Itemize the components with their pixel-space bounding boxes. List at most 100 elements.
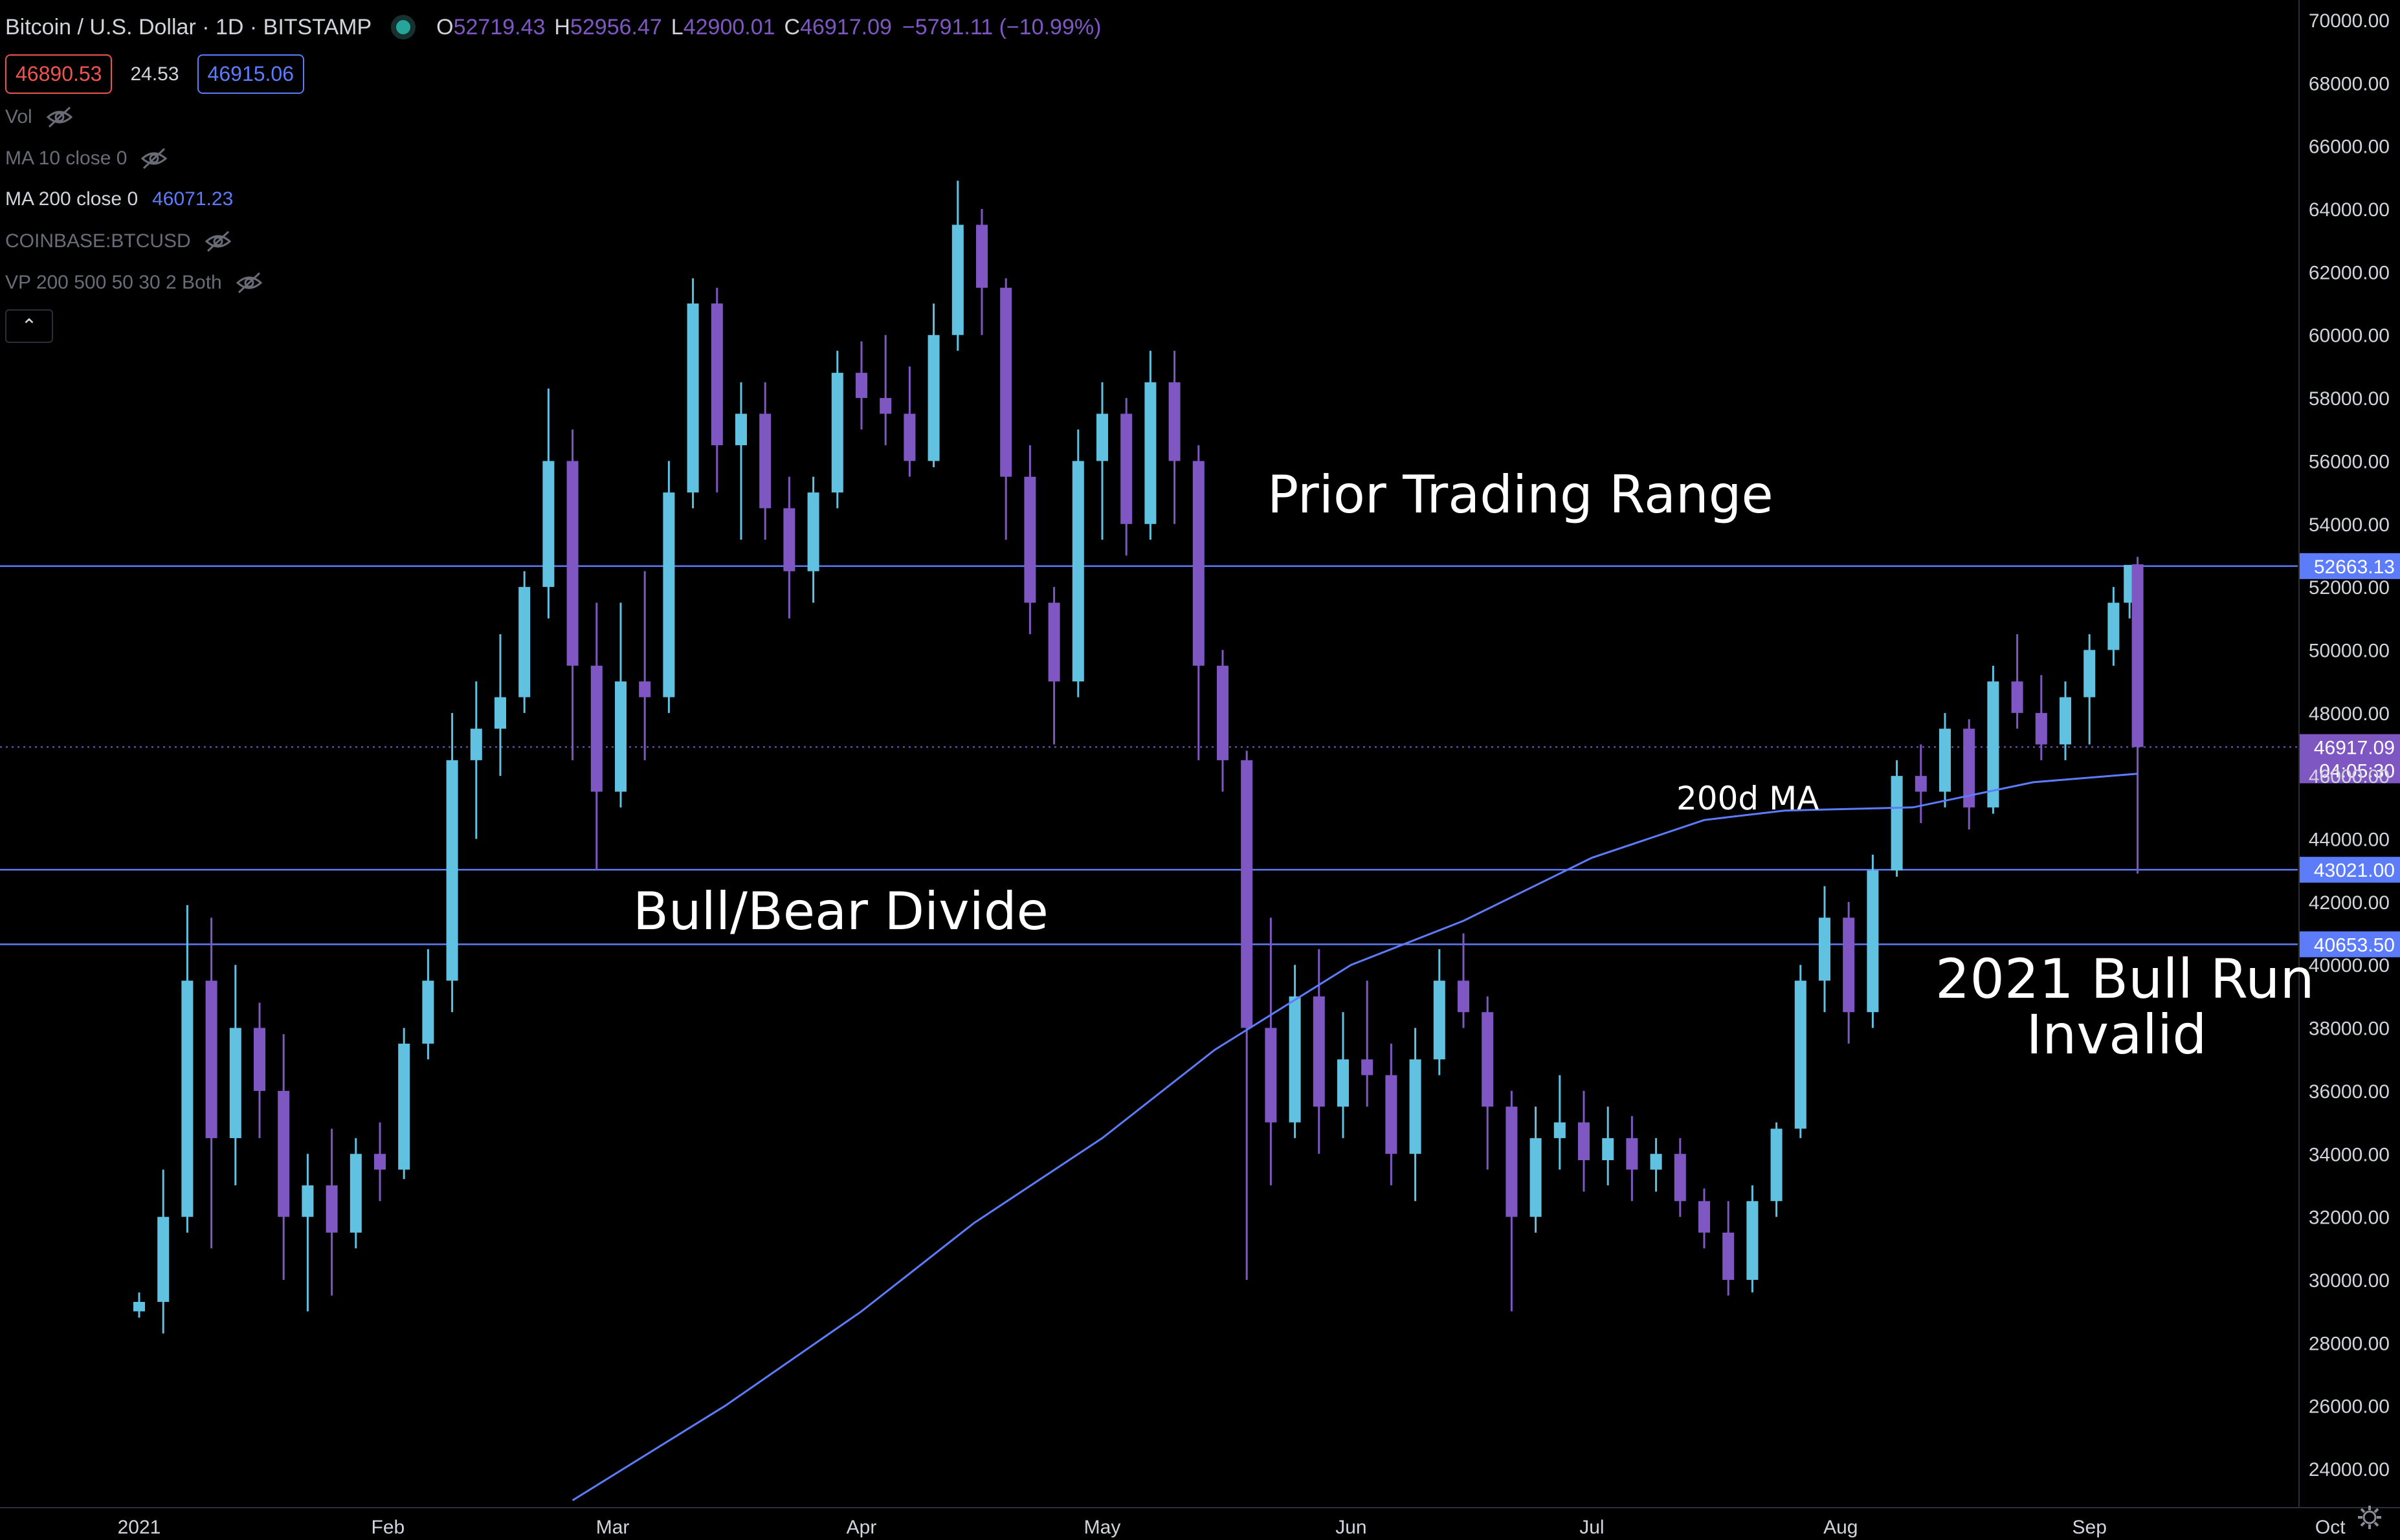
- candle-body: [278, 1090, 290, 1217]
- candle-body: [422, 980, 434, 1044]
- candle-body: [1987, 681, 1999, 808]
- y-tick-label: 28000.00: [2309, 1333, 2390, 1354]
- candle-body: [326, 1185, 338, 1233]
- candle-body: [254, 1028, 265, 1091]
- level-price-tag: [2299, 931, 2400, 958]
- ohlc-high-key: H: [554, 14, 570, 39]
- candle-body: [1482, 1012, 1494, 1107]
- candle-body: [976, 225, 988, 288]
- indicator-coinbase[interactable]: COINBASE:BTCUSD: [5, 230, 232, 253]
- candle-body: [1506, 1106, 1518, 1217]
- ohlc-close-key: C: [784, 14, 801, 39]
- candle-body: [735, 413, 747, 446]
- y-tick-label: 44000.00: [2309, 830, 2390, 851]
- candle-body: [856, 373, 867, 399]
- candle-body: [639, 681, 651, 698]
- x-tick-label: 2021: [118, 1517, 161, 1538]
- indicator-vp[interactable]: VP 200 500 50 30 2 Both: [5, 271, 263, 294]
- indicator-label: Vol: [5, 106, 32, 127]
- hidden-eye-icon[interactable]: [235, 271, 263, 294]
- candle-body: [951, 225, 964, 335]
- candlesticks: [133, 181, 2144, 1334]
- last-price-label: 46917.09: [2314, 738, 2395, 759]
- x-tick-label: Jun: [1335, 1517, 1366, 1538]
- candle-body: [663, 492, 675, 698]
- settings-gear-icon[interactable]: [2356, 1504, 2383, 1531]
- indicator-label: MA 10 close 0: [5, 148, 128, 169]
- candle-body: [1698, 1201, 1710, 1233]
- indicator-vol[interactable]: Vol: [5, 105, 74, 129]
- candle-body: [470, 729, 482, 760]
- candle-body: [1722, 1232, 1735, 1280]
- y-tick-label: 30000.00: [2309, 1270, 2390, 1292]
- x-tick-label: Oct: [2315, 1517, 2346, 1538]
- indicator-value: 46071.23: [152, 188, 234, 210]
- y-tick-label: 66000.00: [2309, 137, 2390, 158]
- indicator-ma200[interactable]: MA 200 close 0 46071.23: [5, 188, 233, 210]
- candle-body: [374, 1154, 386, 1170]
- candle-body: [1385, 1075, 1397, 1154]
- candle-body: [1963, 729, 1975, 808]
- candle-body: [1217, 665, 1228, 760]
- symbol-title[interactable]: Bitcoin / U.S. Dollar · 1D · BITSTAMP: [5, 14, 372, 39]
- candle-body: [687, 303, 699, 493]
- time-axis[interactable]: 2021 Feb Mar Apr May Jun Jul Aug Sep Oct: [0, 1507, 2400, 1538]
- y-tick-label: 68000.00: [2309, 73, 2390, 94]
- bar-countdown-label: 04:05:30: [2319, 761, 2395, 782]
- candle-body: [1553, 1122, 1566, 1138]
- x-tick-label: Feb: [372, 1517, 405, 1538]
- y-tick-label: 24000.00: [2309, 1459, 2390, 1480]
- annotation-line-2: Invalid: [2026, 1003, 2207, 1066]
- ma200-line: [572, 773, 2138, 1501]
- hidden-eye-icon[interactable]: [45, 105, 74, 129]
- x-tick-label: May: [1084, 1517, 1121, 1538]
- y-tick-label: 62000.00: [2309, 262, 2390, 283]
- y-tick-label: 26000.00: [2309, 1396, 2390, 1418]
- candle-body: [1674, 1154, 1686, 1202]
- candle-body: [1265, 1028, 1277, 1123]
- y-tick-label: 52000.00: [2309, 577, 2390, 599]
- collapse-legend-button[interactable]: ⌃: [5, 309, 53, 343]
- y-tick-label: 60000.00: [2309, 325, 2390, 347]
- candle-body: [1337, 1059, 1349, 1107]
- candle-body: [831, 373, 843, 493]
- candle-body: [133, 1302, 145, 1312]
- bid-ask-row: 46890.53 24.53 46915.06: [5, 54, 305, 94]
- level-price-tag: [2299, 857, 2400, 883]
- hidden-eye-icon[interactable]: [204, 230, 232, 253]
- level-price-label: 40653.50: [2314, 934, 2395, 956]
- candle-body: [1241, 760, 1253, 1028]
- spread-value: 24.53: [130, 63, 179, 85]
- candle-body: [1529, 1138, 1542, 1217]
- sell-price-button[interactable]: 46890.53: [5, 54, 113, 94]
- buy-price-button[interactable]: 46915.06: [197, 54, 305, 94]
- candle-body: [1000, 287, 1012, 477]
- candle-body: [1626, 1138, 1638, 1170]
- ohlc-close-value: 46917.09: [800, 14, 892, 39]
- candle-body: [1361, 1059, 1373, 1075]
- candle-body: [783, 508, 795, 571]
- level-price-label: 52663.13: [2314, 556, 2395, 578]
- candle-body: [542, 461, 555, 588]
- y-tick-label: 58000.00: [2309, 388, 2390, 410]
- candle-body: [2083, 650, 2096, 698]
- price-change: −5791.11 (−10.99%): [902, 14, 1102, 39]
- indicator-ma10[interactable]: MA 10 close 0: [5, 147, 168, 170]
- price-axis[interactable]: 24000.00 26000.00 28000.00 30000.00 32000.00…: [2298, 0, 2390, 1508]
- candle-body: [1891, 776, 1903, 871]
- ohlc-open-value: 52719.43: [453, 14, 546, 39]
- y-tick-label: 50000.00: [2309, 640, 2390, 661]
- hidden-eye-icon[interactable]: [140, 147, 168, 170]
- indicator-label: COINBASE:BTCUSD: [5, 230, 191, 252]
- indicator-label: MA 200 close 0: [5, 188, 139, 210]
- y-tick-label: 40000.00: [2309, 955, 2390, 976]
- candle-body: [1602, 1138, 1614, 1160]
- candle-body: [157, 1216, 170, 1303]
- candle-body: [1915, 776, 1927, 792]
- market-status-icon: [391, 15, 416, 39]
- x-tick-label: Jul: [1579, 1517, 1604, 1538]
- candle-body: [1433, 980, 1445, 1060]
- candle-body: [1746, 1201, 1759, 1280]
